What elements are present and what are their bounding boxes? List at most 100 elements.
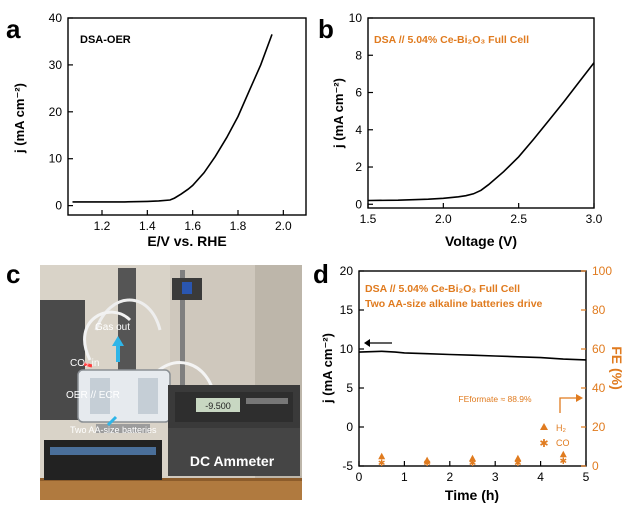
annotation-d-2: Two AA-size alkaline batteries drive [365,298,543,310]
label-gas-out: Gas out [95,322,130,333]
y-tick-label: 20 [340,264,354,278]
legend-h2-marker [540,423,548,430]
axis-ticks-a: 1.2 1.4 1.6 1.8 2.0 0 10 20 30 40 [49,11,292,233]
ylabel-d: j (mA cm⁻²) [320,333,335,404]
y-tick-label: 10 [49,152,63,166]
h2-fe-point [559,450,567,458]
stirrer-motor [182,282,192,294]
co-fe-point: ✱ [514,458,522,468]
plot-frame-d [358,270,587,467]
x-tick-label: 4 [537,470,544,484]
x-tick-label: 5 [583,470,590,484]
bench [40,480,302,500]
y-tick-label: 40 [49,11,63,25]
x-tick-label: 1.4 [139,219,156,233]
co-fe-point: ✱ [560,456,568,466]
fe-markers: ✱ ✱ ✱ ✱ ✱ [378,450,568,468]
stirrer-display [50,447,156,455]
annotation-a: DSA-OER [80,34,131,46]
y-tick-label: 0 [346,420,353,434]
x-tick-label: 2.0 [435,212,452,226]
y-right-tick-label: 60 [592,342,606,356]
label-co2-in: CO₂ in [70,358,99,369]
y-tick-label: 0 [355,197,362,211]
annotation-d-1: DSA // 5.04% Ce-Bi₂O₃ Full Cell [365,283,520,295]
h2-fe-point [423,456,431,464]
x-tick-label: 3.0 [586,212,603,226]
curve-dsa-oer [72,34,273,203]
panel-c-photo: c -9.500 [6,259,302,500]
y-right-tick-label: 80 [592,303,606,317]
tube-1 [94,298,162,331]
curve-full-cell [367,62,595,202]
label-dc-ammeter: DC Ammeter [190,453,275,469]
x-tick-label: 1 [401,470,408,484]
battery-holder [96,424,150,433]
y-tick-label: 10 [340,342,354,356]
axis-ticks-b: 1.5 2.0 2.5 3.0 0 2 4 6 8 10 [349,11,603,226]
co2-arrow [83,362,93,368]
panel-a: a DSA-OER 1.2 1.4 1.6 1.8 2.0 0 10 20 30 40 E/V v… [6,11,307,249]
axis-arrowhead-right [576,394,583,402]
panel-d: d DSA // 5.04% Ce-Bi₂O₃ Full Cell Two AA… [313,259,625,503]
panel-b: b DSA // 5.04% Ce-Bi₂O₃ Full Cell 1.5 2.0… [318,11,603,249]
ylabel-b: j (mA cm⁻²) [331,78,346,149]
x-tick-label: 1.5 [360,212,377,226]
y-tick-label: 10 [349,11,363,25]
co-fe-point: ✱ [423,458,431,468]
label-oer-ecr: OER // ECR [66,390,120,401]
co-fe-point: ✱ [378,458,386,468]
y-tick-label: 20 [49,105,63,119]
ammeter-lower [168,428,300,476]
x-tick-label: 2.5 [510,212,527,226]
fe-formate-note: FEformate ≈ 88.9% [458,394,532,404]
co-fe-point: ✱ [469,458,477,468]
y-tick-label: 5 [346,381,353,395]
plot-frame-a [67,17,307,216]
panel-label-b: b [318,14,334,44]
plot-frame-b [367,17,595,209]
legend-co-marker: ✱ [539,438,548,450]
ammeter-buttons [246,398,288,404]
y-tick-label: 2 [355,160,362,174]
y-right-tick-label: 40 [592,381,606,395]
x-tick-label: 3 [492,470,499,484]
ylabel-a: j (mA cm⁻²) [12,83,27,154]
tube-stand [118,268,136,378]
x-tick-label: 1.6 [184,219,201,233]
axis-arrowhead-left [364,339,370,347]
y-tick-label: 4 [355,123,362,137]
h2-fe-point [378,452,386,460]
panel-label-a: a [6,14,21,44]
cell-chamber-left [90,378,110,414]
y-tick-label: 6 [355,86,362,100]
y-right-tick-label: 0 [592,459,599,473]
x-tick-label: 0 [356,470,363,484]
label-batteries: Two AA-size batteries [70,425,157,435]
legend-co-label: CO [556,438,570,448]
y-right-tick-label: 20 [592,420,606,434]
battery-arrow [106,415,118,427]
ylabel-right-d: FE (%) [609,346,625,390]
gas-out-arrowhead [112,336,124,346]
panel-label-d: d [313,259,329,289]
x-tick-label: 1.8 [230,219,247,233]
annotation-b: DSA // 5.04% Ce-Bi₂O₃ Full Cell [374,34,529,46]
y-tick-label: 30 [49,58,63,72]
axis-arrow-right [559,397,578,413]
x-tick-label: 2.0 [275,219,292,233]
xlabel-a: E/V vs. RHE [147,233,226,249]
x-tick-label: 2 [446,470,453,484]
panel-label-c: c [6,259,20,289]
ammeter-screen [196,398,240,412]
y-tick-label: 0 [55,199,62,213]
y-right-tick-label: 100 [592,264,612,278]
ammeter-reading: -9.500 [205,401,231,411]
y-tick-label: -5 [342,459,353,473]
h2-fe-point [469,454,476,462]
xlabel-b: Voltage (V) [445,233,517,249]
h2-fe-point [514,454,522,462]
y-tick-label: 15 [340,303,354,317]
